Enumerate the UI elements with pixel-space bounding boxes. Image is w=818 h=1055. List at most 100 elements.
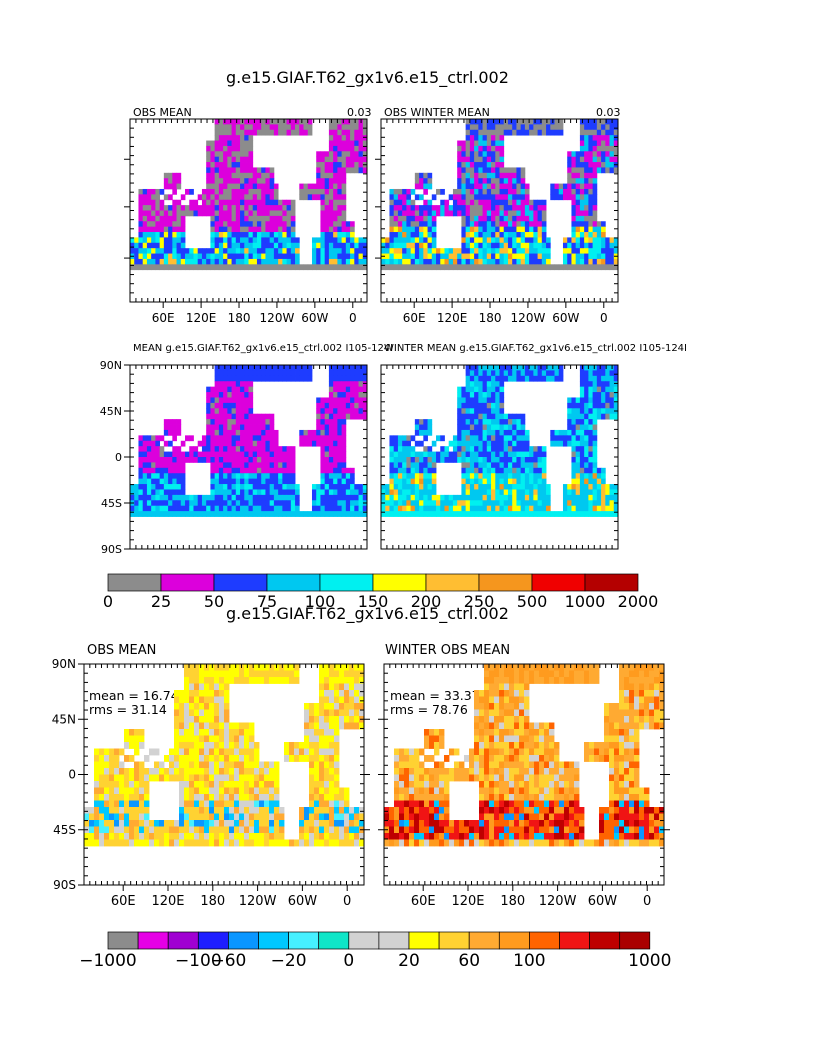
map-cell xyxy=(168,440,173,447)
map-cell xyxy=(592,478,598,485)
map-cell xyxy=(474,429,479,436)
map-cell xyxy=(176,172,182,179)
map-cell xyxy=(278,237,283,244)
map-cell xyxy=(571,248,577,254)
panel-obs-winter-mean-label: OBS WINTER MEAN xyxy=(384,106,490,119)
map-cell xyxy=(176,457,182,463)
map-cell xyxy=(290,119,296,125)
map-cell xyxy=(223,478,228,485)
map-cell xyxy=(261,129,266,136)
map-cell xyxy=(486,494,492,501)
map-cell xyxy=(427,226,433,233)
map-cell xyxy=(224,716,230,723)
map-cell xyxy=(168,424,173,431)
map-cell xyxy=(613,484,619,490)
map-cell xyxy=(571,489,577,496)
map-cell xyxy=(575,424,581,431)
map-cell xyxy=(512,232,517,238)
map-cell xyxy=(163,451,169,458)
map-cell xyxy=(227,370,232,377)
map-cell xyxy=(337,467,343,474)
map-cell xyxy=(512,221,517,228)
map-cell xyxy=(465,392,471,398)
map-cell xyxy=(307,188,313,195)
map-cell xyxy=(279,664,285,671)
map-cell xyxy=(320,484,326,490)
map-cell xyxy=(269,462,275,469)
map-cell xyxy=(503,370,509,377)
map-cell xyxy=(231,237,237,244)
map-cell xyxy=(256,489,262,496)
map-cell xyxy=(486,253,492,260)
map-cell xyxy=(601,156,606,163)
map-cell xyxy=(601,232,606,238)
map-cell xyxy=(345,156,351,163)
map-cell xyxy=(290,226,296,233)
map-cell xyxy=(592,419,598,425)
map-cell xyxy=(333,151,338,158)
map-cell xyxy=(151,505,156,512)
map-cell xyxy=(381,494,386,501)
map-cell xyxy=(567,188,572,195)
colorbar1-tick-label: 150 xyxy=(358,592,389,611)
map-cell xyxy=(345,242,351,249)
map-cell xyxy=(402,462,407,469)
map-cell xyxy=(218,408,224,415)
map-cell xyxy=(524,188,530,195)
map-cell xyxy=(541,489,547,496)
map-cell xyxy=(201,210,207,217)
map-cell xyxy=(461,451,467,458)
map-cell xyxy=(204,703,210,710)
map-cell xyxy=(345,253,351,260)
map-cell xyxy=(324,755,330,762)
map-cell xyxy=(546,484,551,490)
map-cell xyxy=(592,365,598,371)
map-cell xyxy=(309,755,315,762)
map-cell xyxy=(541,264,547,271)
map-cell xyxy=(235,129,241,136)
map-cell xyxy=(151,248,156,254)
map-cell xyxy=(533,484,538,490)
map-cell xyxy=(155,484,161,490)
map-cell xyxy=(193,199,199,206)
map-cell xyxy=(185,457,190,463)
map-cell xyxy=(286,258,292,265)
map-cell xyxy=(584,140,589,147)
map-cell xyxy=(235,489,241,496)
map-cell xyxy=(180,253,186,260)
map-cell xyxy=(235,215,241,222)
map-cell xyxy=(491,381,496,388)
map-cell xyxy=(350,500,355,507)
map-cell xyxy=(273,375,279,382)
map-cell xyxy=(254,755,260,762)
map-cell xyxy=(240,145,245,152)
map-cell xyxy=(520,446,526,452)
map-cell xyxy=(210,253,216,260)
map-cell xyxy=(461,178,467,184)
map-cell xyxy=(613,381,619,388)
map-cell xyxy=(290,511,296,517)
map-cell xyxy=(550,429,555,436)
map-cell xyxy=(397,237,403,244)
map-cell xyxy=(431,494,437,501)
map-cell xyxy=(592,145,598,152)
map-cell xyxy=(214,696,220,704)
map-cell xyxy=(146,457,152,463)
map-cell xyxy=(520,124,526,131)
map-cell xyxy=(142,451,148,458)
map-cell xyxy=(324,424,330,431)
map-cell xyxy=(503,478,509,485)
map-cell xyxy=(465,500,471,507)
map-cell xyxy=(592,258,598,265)
map-cell xyxy=(240,440,245,447)
map-cell xyxy=(567,258,572,265)
map-cell xyxy=(244,729,250,736)
map-cell xyxy=(163,478,169,485)
map-cell xyxy=(596,232,602,238)
map-cell xyxy=(529,258,534,265)
map-cell xyxy=(248,386,254,393)
map-cell xyxy=(341,386,347,393)
map-cell xyxy=(474,365,479,371)
map-cell xyxy=(474,408,479,415)
map-cell xyxy=(354,413,359,420)
